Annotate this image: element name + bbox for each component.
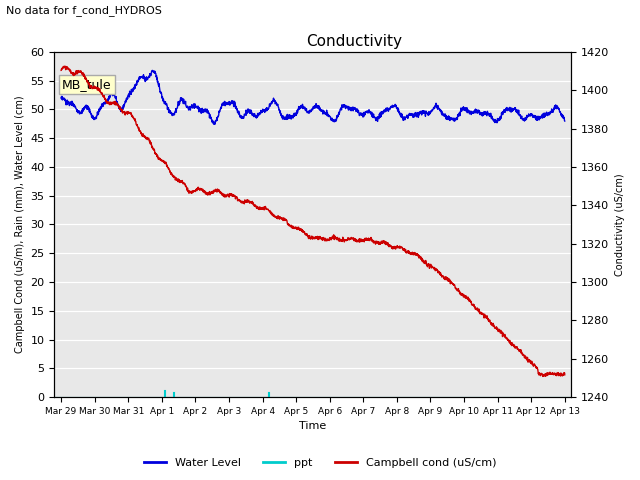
Y-axis label: Conductivity (uS/cm): Conductivity (uS/cm) <box>615 173 625 276</box>
Title: Conductivity: Conductivity <box>307 34 403 49</box>
Text: No data for f_cond_HYDROS: No data for f_cond_HYDROS <box>6 5 163 16</box>
X-axis label: Time: Time <box>300 421 326 432</box>
Legend: Water Level, ppt, Campbell cond (uS/cm): Water Level, ppt, Campbell cond (uS/cm) <box>140 453 500 472</box>
Y-axis label: Campbell Cond (uS/m), Rain (mm), Water Level (cm): Campbell Cond (uS/m), Rain (mm), Water L… <box>15 96 25 353</box>
Text: MB_tule: MB_tule <box>62 78 112 91</box>
